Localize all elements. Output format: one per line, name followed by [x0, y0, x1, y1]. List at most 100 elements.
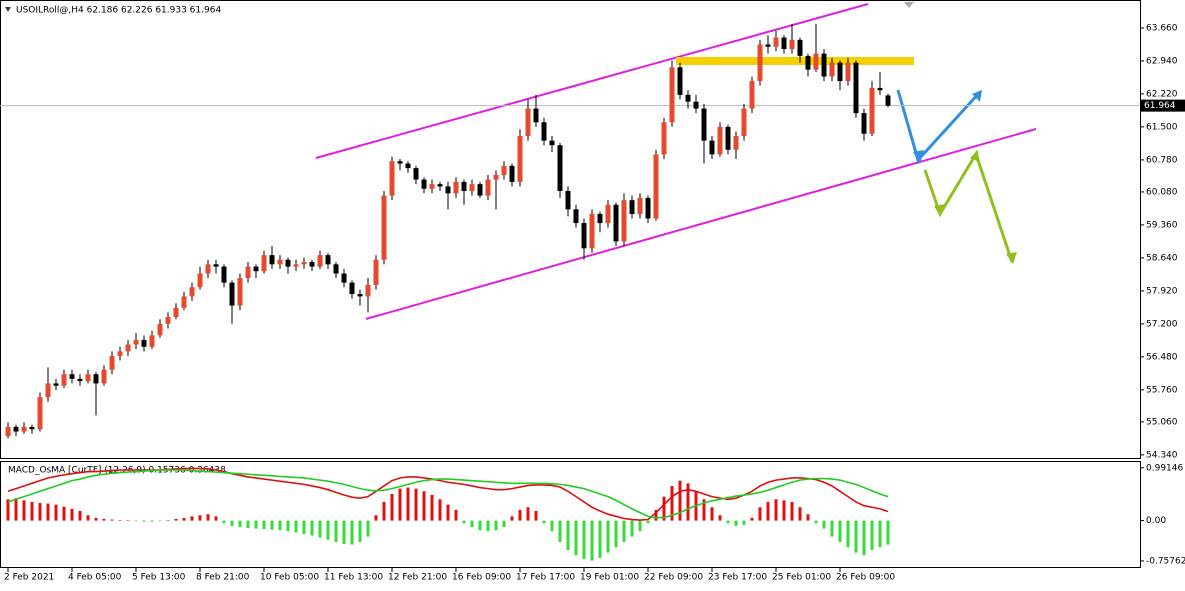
histogram-bar: [782, 500, 786, 521]
candle-body: [565, 191, 571, 210]
histogram-bar: [30, 501, 34, 521]
histogram-bar: [558, 520, 562, 542]
candle-body: [813, 53, 819, 70]
candle-body: [109, 355, 115, 370]
histogram-bar: [830, 520, 834, 537]
arrow-head: [970, 150, 979, 162]
candle-body: [557, 145, 563, 192]
candle-body: [757, 44, 763, 82]
histogram-bar: [758, 507, 762, 521]
candle-body: [877, 87, 883, 91]
histogram-bar: [62, 506, 66, 521]
y-tick-label: 0.99146: [1146, 463, 1183, 473]
main-frame: [0, 0, 1141, 459]
candle-body: [213, 264, 219, 267]
histogram-bar: [374, 515, 378, 521]
histogram-bar: [470, 520, 474, 527]
histogram-bar: [478, 520, 482, 531]
histogram-bar: [798, 507, 802, 521]
histogram-bar: [238, 520, 242, 527]
candle-body: [389, 161, 395, 196]
histogram-bar: [582, 520, 586, 559]
candle-body: [525, 108, 531, 137]
histogram-bar: [70, 508, 74, 521]
arrow-green: [923, 150, 1014, 263]
arrow-head: [934, 204, 945, 216]
candle-body: [229, 282, 235, 306]
histogram-bar: [358, 520, 362, 542]
candle-body: [333, 264, 339, 274]
candle-body: [189, 287, 195, 297]
y-tick-label: 63.660: [1146, 23, 1178, 33]
candle-body: [245, 266, 251, 279]
histogram-bar: [446, 504, 450, 521]
candle-body: [885, 95, 891, 106]
histogram-bar: [766, 501, 770, 521]
candle-body: [549, 140, 555, 146]
histogram-bar: [462, 520, 466, 524]
histogram-bar: [310, 520, 314, 536]
x-tick-label: 19 Feb 01:00: [580, 573, 639, 583]
histogram-bar: [78, 511, 82, 521]
histogram-bar: [54, 504, 58, 521]
candle-body: [605, 204, 611, 224]
last-price-box: [1141, 99, 1185, 112]
histogram-bar: [222, 520, 226, 524]
candle-body: [701, 108, 707, 141]
histogram-bar: [598, 520, 602, 558]
x-tick-label: 25 Feb 01:00: [772, 573, 831, 583]
histogram-bar: [726, 520, 730, 524]
histogram-bar: [182, 517, 186, 521]
y-tick-label: 57.920: [1146, 286, 1178, 296]
histogram-bar: [502, 520, 506, 527]
histogram-bar: [846, 520, 850, 548]
y-tick-label: 56.480: [1146, 352, 1178, 362]
candle-body: [589, 213, 595, 249]
candle-body: [317, 255, 323, 267]
candle-body: [349, 282, 355, 295]
candle-body: [285, 259, 291, 267]
histogram-bar: [622, 520, 626, 542]
candle-body: [133, 339, 139, 345]
candle-body: [837, 62, 843, 82]
histogram-bar: [246, 520, 250, 529]
candle-body: [445, 186, 451, 194]
candle-body: [45, 383, 51, 398]
y-tick-label: 57.200: [1146, 319, 1178, 329]
histogram-bar: [454, 509, 458, 521]
histogram-bar: [350, 520, 354, 545]
histogram-bar: [630, 520, 634, 537]
histogram-bar: [206, 514, 210, 521]
histogram-bar: [398, 488, 402, 521]
indicator-line: [7, 469, 889, 519]
histogram-bar: [38, 503, 42, 521]
candle-body: [669, 67, 675, 123]
candle-body: [613, 204, 619, 242]
candle-body: [797, 39, 803, 56]
candle-body: [405, 163, 411, 169]
candle-body: [685, 94, 691, 102]
histogram-bar: [6, 499, 10, 521]
candle-body: [621, 200, 627, 242]
histogram-bar: [318, 520, 322, 538]
candle-body: [325, 255, 331, 265]
histogram-bar: [518, 509, 522, 521]
candle-body: [469, 184, 475, 192]
candle-body: [125, 344, 131, 352]
candle-body: [373, 259, 379, 285]
y-tick-label: 62.220: [1146, 89, 1178, 99]
candle-body: [853, 62, 859, 114]
candle-body: [869, 87, 875, 134]
candle-body: [829, 62, 835, 77]
last-price-label: 61.964: [1144, 101, 1176, 111]
y-tick-label: 60.080: [1146, 187, 1178, 197]
channel-bottom: [365, 128, 1037, 320]
candle-body: [805, 55, 811, 70]
histogram-bar: [14, 498, 18, 521]
histogram-bar: [590, 520, 594, 561]
histogram-bar: [302, 520, 306, 534]
y-tick-label: 61.500: [1146, 122, 1178, 132]
candle-body: [221, 266, 227, 283]
y-tick-label: 54.340: [1146, 450, 1178, 460]
candle-body: [197, 273, 203, 288]
